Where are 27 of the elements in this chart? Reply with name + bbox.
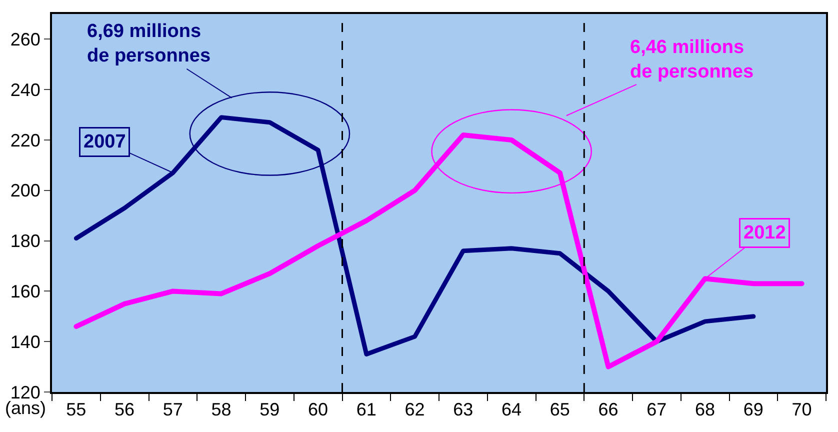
y-tick-label: 220 [10,130,40,150]
x-tick-label: 63 [453,400,474,420]
x-tick-label: 67 [646,400,667,420]
annotation: 6,46 millions de personnes [630,37,754,83]
x-tick-label: 65 [550,400,570,420]
x-tick-label: 64 [502,400,522,420]
x-tick-label: 55 [66,400,86,420]
x-tick-label: 60 [308,400,328,420]
x-tick-label: 66 [598,400,618,420]
x-tick-label: 69 [743,400,764,420]
x-tick-label: 61 [356,400,376,420]
x-tick-label: 57 [162,400,183,420]
y-tick-label: 260 [10,30,40,50]
annotation: 6,69 millions de personnes [87,21,211,67]
y-tick-label: 160 [10,282,40,302]
x-tick-label: 59 [260,400,280,420]
y-tick-label: 200 [10,180,40,201]
text: 2012 [744,222,786,244]
y-tick-label: 180 [10,231,40,252]
text: 2007 [84,132,126,152]
x-tick-label: 62 [404,400,425,420]
x-tick-label: 68 [695,400,716,420]
x-tick-label: 56 [114,400,135,420]
x-tick-label: 70 [792,400,812,420]
y-tick-label: 140 [10,332,40,352]
x-tick-label: 58 [211,400,232,420]
y-tick-label: 240 [10,80,40,100]
